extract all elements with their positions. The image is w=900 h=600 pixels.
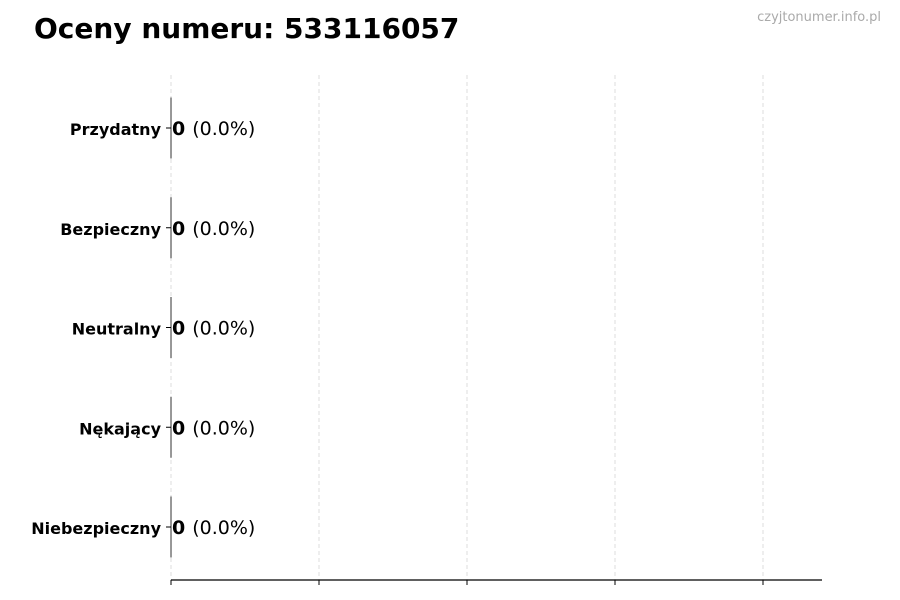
watermark: czyjtonumer.info.pl — [757, 10, 881, 25]
category-label: Neutralny — [72, 320, 162, 339]
percent-label: (0.0%) — [192, 517, 255, 539]
value-label: 0 (0.0%) — [172, 417, 255, 439]
count-label: 0 — [172, 517, 185, 539]
category-label: Przydatny — [70, 120, 162, 139]
value-label: 0 (0.0%) — [172, 318, 255, 340]
value-label: 0 (0.0%) — [172, 517, 255, 539]
count-label: 0 — [172, 218, 185, 240]
percent-label: (0.0%) — [192, 218, 255, 240]
value-label: 0 (0.0%) — [172, 118, 255, 140]
count-label: 0 — [172, 417, 185, 439]
percent-label: (0.0%) — [192, 318, 255, 340]
value-label: 0 (0.0%) — [172, 218, 255, 240]
chart-title: Oceny numeru: 533116057 — [34, 12, 460, 45]
percent-label: (0.0%) — [192, 417, 255, 439]
count-label: 0 — [172, 118, 185, 140]
percent-label: (0.0%) — [192, 118, 255, 140]
count-label: 0 — [172, 318, 185, 340]
category-label: Nękający — [79, 419, 161, 438]
category-label: Bezpieczny — [60, 220, 161, 239]
category-label: Niebezpieczny — [31, 519, 161, 538]
